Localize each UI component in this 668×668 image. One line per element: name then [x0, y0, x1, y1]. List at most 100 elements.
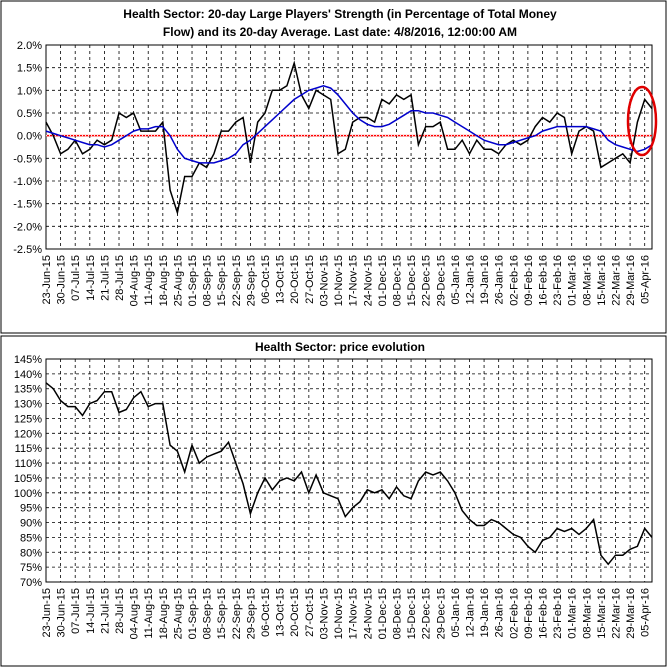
x-tick-label: 15-Sep-15 [216, 588, 228, 639]
x-tick-label: 08-Mar-16 [581, 255, 593, 306]
x-tick-label: 17-Nov-15 [348, 255, 360, 306]
x-tick-label: 22-Mar-16 [610, 588, 622, 639]
x-tick-label: 27-Oct-15 [304, 588, 316, 637]
chart-title: Flow) and its 20-day Average. Last date:… [163, 25, 517, 39]
x-tick-label: 14-Jul-15 [85, 255, 97, 301]
x-tick-label: 01-Mar-16 [567, 255, 579, 306]
series-line [45, 85, 653, 164]
x-tick-label: 16-Feb-16 [537, 588, 549, 639]
y-tick-label: 135% [14, 384, 42, 396]
x-tick-label: 22-Mar-16 [610, 255, 622, 306]
x-tick-label: 29-Sep-15 [245, 255, 257, 306]
x-tick-label: 29-Mar-16 [625, 255, 637, 306]
x-tick-label: 17-Nov-15 [348, 588, 360, 639]
x-tick-label: 21-Jul-15 [99, 588, 111, 634]
y-tick-label: 70% [20, 577, 42, 589]
y-tick-label: -1.0% [13, 176, 42, 188]
x-tick-label: 12-Jan-16 [464, 588, 476, 638]
x-tick-label: 22-Sep-15 [231, 588, 243, 639]
x-tick-label: 23-Jun-15 [41, 255, 53, 305]
x-tick-label: 30-Jun-15 [56, 255, 68, 305]
x-tick-label: 15-Mar-16 [596, 588, 608, 639]
chart-title: Health Sector: 20-day Large Players' Str… [123, 7, 557, 21]
x-tick-label: 06-Oct-15 [260, 255, 272, 304]
x-tick-label: 27-Oct-15 [304, 255, 316, 304]
y-tick-label: 80% [20, 547, 42, 559]
y-tick-label: 105% [14, 473, 42, 485]
x-tick-label: 15-Dec-15 [406, 255, 418, 306]
x-tick-label: 01-Mar-16 [567, 588, 579, 639]
x-tick-label: 08-Sep-15 [202, 588, 214, 639]
x-tick-label: 29-Dec-15 [435, 255, 447, 306]
series-line [45, 60, 653, 216]
x-tick-label: 08-Dec-15 [391, 255, 403, 306]
x-tick-label: 15-Dec-15 [406, 588, 418, 639]
x-tick-label: 15-Mar-16 [596, 255, 608, 306]
x-tick-label: 05-Apr-16 [640, 255, 652, 304]
x-tick-label: 15-Sep-15 [216, 255, 228, 306]
x-tick-label: 01-Dec-15 [377, 255, 389, 306]
y-tick-label: 145% [14, 354, 42, 366]
x-tick-label: 05-Apr-16 [640, 588, 652, 637]
y-tick-label: 0.5% [17, 108, 42, 120]
x-tick-label: 07-Jul-15 [70, 255, 82, 301]
y-tick-label: -2.5% [13, 244, 42, 256]
y-tick-label: 110% [15, 458, 43, 470]
x-tick-label: 08-Sep-15 [202, 255, 214, 306]
y-tick-label: 95% [20, 503, 42, 515]
x-tick-label: 23-Feb-16 [552, 588, 564, 639]
x-tick-label: 26-Jan-16 [494, 588, 506, 638]
x-tick-label: 28-Jul-15 [114, 255, 126, 301]
x-tick-label: 25-Aug-15 [172, 588, 184, 639]
x-tick-label: 21-Jul-15 [99, 255, 111, 301]
x-tick-label: 11-Aug-15 [143, 588, 155, 639]
x-tick-label: 20-Oct-15 [289, 255, 301, 304]
x-tick-label: 23-Feb-16 [552, 255, 564, 306]
x-tick-label: 01-Sep-15 [187, 255, 199, 306]
x-tick-label: 22-Dec-15 [421, 588, 433, 639]
x-tick-label: 16-Feb-16 [537, 255, 549, 306]
x-tick-label: 18-Aug-15 [158, 255, 170, 306]
y-tick-label: 120% [14, 428, 42, 440]
y-tick-label: 90% [20, 518, 42, 530]
x-tick-label: 02-Feb-16 [508, 255, 520, 306]
x-tick-label: 29-Mar-16 [625, 588, 637, 639]
x-tick-label: 19-Jan-16 [479, 588, 491, 638]
x-tick-label: 06-Oct-15 [260, 588, 272, 637]
x-tick-label: 07-Jul-15 [70, 588, 82, 634]
x-tick-label: 04-Aug-15 [129, 588, 141, 639]
y-tick-label: 85% [20, 532, 42, 544]
y-tick-label: -1.5% [13, 199, 42, 211]
x-tick-label: 01-Dec-15 [377, 588, 389, 639]
x-tick-label: 23-Jun-15 [41, 588, 53, 638]
x-tick-label: 05-Jan-16 [450, 588, 462, 638]
x-tick-label: 29-Dec-15 [435, 588, 447, 639]
x-tick-label: 19-Jan-16 [479, 255, 491, 305]
x-tick-label: 24-Nov-15 [362, 588, 374, 639]
x-tick-label: 22-Dec-15 [421, 255, 433, 306]
y-tick-label: 2.0% [17, 40, 42, 52]
x-tick-label: 13-Oct-15 [275, 255, 287, 304]
x-tick-label: 11-Aug-15 [143, 255, 155, 306]
x-tick-label: 01-Sep-15 [187, 588, 199, 639]
x-tick-label: 14-Jul-15 [85, 588, 97, 634]
x-tick-label: 30-Jun-15 [56, 588, 68, 638]
y-tick-label: 0.0% [17, 131, 42, 143]
series-line [45, 382, 653, 566]
highlight-ellipse [626, 85, 658, 157]
y-tick-label: -2.0% [13, 221, 42, 233]
x-tick-label: 24-Nov-15 [362, 255, 374, 306]
y-tick-label: 1.5% [17, 63, 42, 75]
x-tick-label: 10-Nov-15 [333, 588, 345, 639]
x-tick-label: 18-Aug-15 [158, 588, 170, 639]
x-tick-label: 05-Jan-16 [450, 255, 462, 305]
x-tick-label: 08-Dec-15 [391, 588, 403, 639]
x-tick-label: 02-Feb-16 [508, 588, 520, 639]
x-tick-label: 25-Aug-15 [172, 255, 184, 306]
plot-area [45, 44, 653, 250]
x-tick-label: 12-Jan-16 [464, 255, 476, 305]
x-tick-label: 20-Oct-15 [289, 588, 301, 637]
y-tick-label: 140% [14, 369, 42, 381]
x-tick-label: 29-Sep-15 [245, 588, 257, 639]
